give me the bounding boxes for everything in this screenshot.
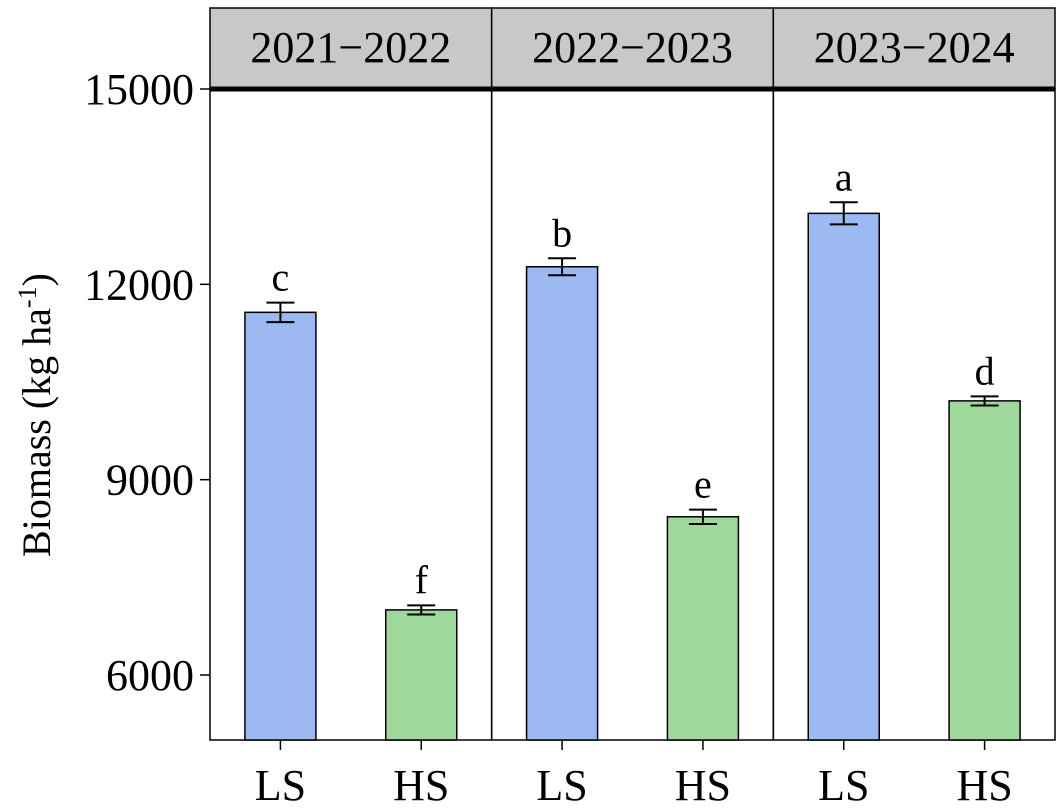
bar-ls [525, 266, 599, 741]
facet-strip [209, 7, 493, 90]
facet-strip-label: 2022−2023 [532, 23, 733, 72]
x-tick-label: LS [255, 761, 306, 810]
plot-panels [209, 88, 1056, 741]
y-axis-title: Biomass (kg ha-1) [13, 273, 60, 557]
y-tick-label: 15000 [84, 65, 194, 114]
y-tick-label: 6000 [106, 651, 194, 700]
bar-hs [385, 609, 458, 741]
y-tick-label: 9000 [106, 456, 194, 505]
bar-ls [244, 311, 317, 741]
facet-strip [772, 7, 1056, 90]
bar-hs [666, 516, 740, 741]
facet-strips: 2021−2022 2022−2023 2023−2024 [209, 7, 1056, 90]
significance-letter: d [975, 348, 995, 393]
x-tick-label: HS [675, 761, 731, 810]
significance-letter: a [835, 154, 853, 199]
bar-ls [807, 212, 880, 741]
bar-hs [948, 400, 1021, 741]
significance-letter: e [694, 462, 712, 507]
facet-strip-label: 2023−2024 [814, 23, 1015, 72]
y-tick-label: 12000 [84, 260, 194, 309]
significance-letter: f [415, 557, 429, 602]
y-axis-label-superscript: -1 [13, 286, 42, 308]
facet-strip [490, 7, 775, 90]
x-tick-label: HS [393, 761, 449, 810]
y-axis-label-main: Biomass (kg ha [14, 308, 59, 557]
x-tick-label: HS [956, 761, 1012, 810]
axes: LS HS LS HS LS HS 6000 9000 12000 15000 [84, 65, 1055, 810]
significance-letter: b [552, 210, 572, 255]
bars: c f b e a d [244, 154, 1021, 741]
facet-strip-label: 2021−2022 [250, 23, 451, 72]
x-tick-label: LS [536, 761, 587, 810]
significance-letter: c [272, 255, 290, 300]
x-tick-label: LS [818, 761, 869, 810]
y-axis-label-close: ) [14, 273, 59, 286]
y-axis-label: Biomass (kg ha-1) [13, 273, 60, 557]
